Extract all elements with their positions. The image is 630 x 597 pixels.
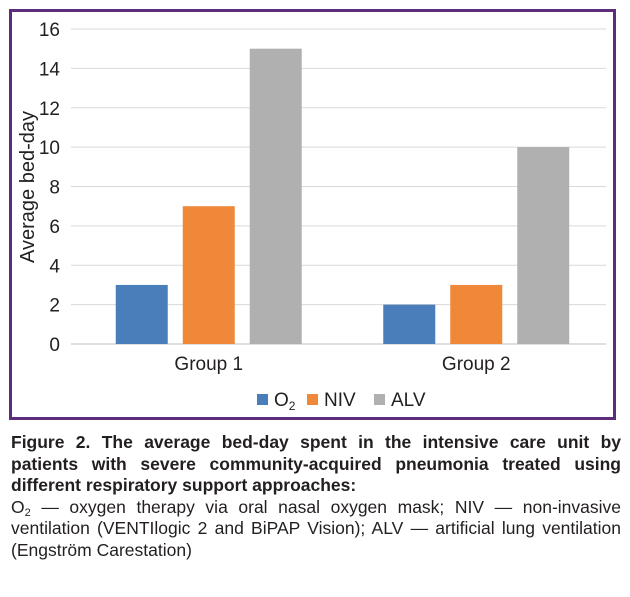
legend-label: ALV [391,390,426,411]
y-tick-label: 12 [39,99,60,120]
y-tick-label: 0 [49,335,60,356]
y-tick-labels: 0 2 4 6 8 10 12 14 16 [39,20,61,356]
category-label: Group 2 [442,354,511,375]
bars [115,48,570,344]
y-axis-title: Average bed-day [17,111,39,263]
y-tick-label: 2 [49,296,60,317]
gridlines [71,28,606,345]
legend-swatch [257,394,268,405]
legend-swatch [307,394,318,405]
y-tick-label: 8 [49,178,60,199]
y-tick-label: 6 [49,217,60,238]
y-tick-label: 10 [39,138,60,159]
y-tick-label: 14 [39,59,61,80]
caption-body: — oxygen therapy via oral nasal oxygen m… [11,496,621,560]
caption-title: Figure 2. The average bed-day spent in t… [11,432,621,496]
legend-swatch [374,394,385,405]
bar [383,304,436,344]
bar [182,206,235,344]
caption-o2: O [11,496,25,517]
bar [115,284,168,344]
bar [450,284,503,344]
bar-chart: 0 2 4 6 8 10 12 14 16 Group 1 Group 2 Average bed… [17,20,606,413]
legend-label: O2 [274,390,296,413]
legend: O2 NIV ALV [257,390,426,413]
chart-frame [9,9,616,420]
y-tick-label: 4 [49,256,60,277]
caption-o2-subscript: 2 [24,506,31,519]
bar [517,147,570,344]
category-label: Group 1 [174,354,243,375]
y-tick-label: 16 [39,20,60,41]
category-labels: Group 1 Group 2 [174,354,510,375]
caption-text: O2 — oxygen therapy via oral nasal oxyge… [11,497,621,562]
figure-caption: Figure 2. The average bed-day spent in t… [11,432,621,562]
legend-label: NIV [324,390,356,411]
bar [249,48,302,344]
